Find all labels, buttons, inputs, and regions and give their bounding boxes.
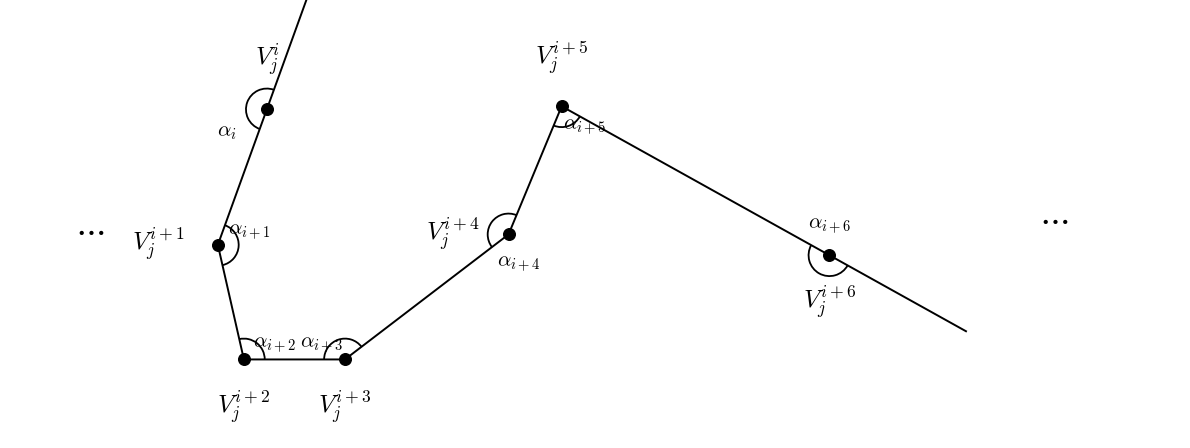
Text: $V_j^{i+1}$: $V_j^{i+1}$ xyxy=(132,226,184,263)
Text: $V_j^{i}$: $V_j^{i}$ xyxy=(255,42,280,78)
Text: $V_j^{i+5}$: $V_j^{i+5}$ xyxy=(536,40,588,77)
Text: $V_j^{i+6}$: $V_j^{i+6}$ xyxy=(803,284,856,322)
Point xyxy=(820,252,839,259)
Text: $V_j^{i+2}$: $V_j^{i+2}$ xyxy=(218,388,270,426)
Point xyxy=(499,231,518,238)
Text: $\alpha_{i+6}$: $\alpha_{i+6}$ xyxy=(808,216,851,236)
Text: $\alpha_{i+5}$: $\alpha_{i+5}$ xyxy=(563,117,606,137)
Text: $V_j^{i+4}$: $V_j^{i+4}$ xyxy=(426,216,480,253)
Text: $\alpha_{i}$: $\alpha_{i}$ xyxy=(218,122,237,142)
Text: $\cdots$: $\cdots$ xyxy=(1039,202,1069,235)
Point xyxy=(257,106,276,113)
Text: $\alpha_{i+1}$: $\alpha_{i+1}$ xyxy=(227,222,270,242)
Text: $\alpha_{i+4}$: $\alpha_{i+4}$ xyxy=(497,254,540,274)
Text: $\alpha_{i+3}$: $\alpha_{i+3}$ xyxy=(300,335,344,355)
Text: $\cdots$: $\cdots$ xyxy=(75,213,105,246)
Text: $V_j^{i+3}$: $V_j^{i+3}$ xyxy=(319,388,371,426)
Point xyxy=(552,103,571,110)
Point xyxy=(234,356,253,363)
Point xyxy=(208,241,227,249)
Text: $\alpha_{i+2}$: $\alpha_{i+2}$ xyxy=(253,335,296,355)
Point xyxy=(336,356,355,363)
